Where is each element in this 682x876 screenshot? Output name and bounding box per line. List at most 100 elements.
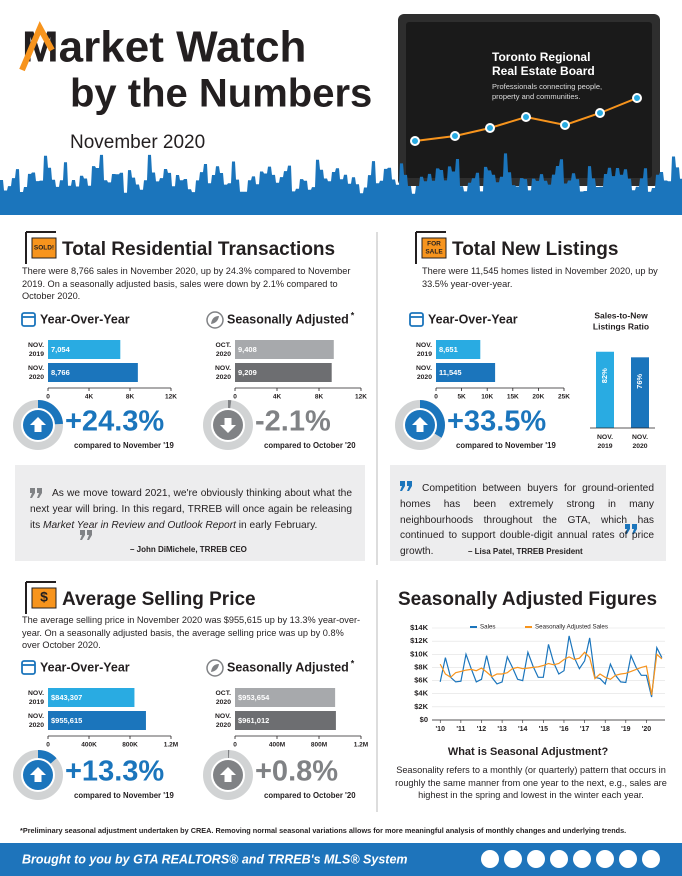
logo-tagline: property and communities. — [492, 92, 580, 101]
y-tick-label: $6K — [414, 676, 428, 685]
x-tick-label: '14 — [518, 726, 528, 733]
tick-label: 0 — [233, 742, 237, 749]
legend-label: Seasonally Adjusted Sales — [535, 624, 608, 631]
category-label: 2020 — [417, 374, 432, 381]
tick-label: 0 — [233, 394, 237, 401]
title-mark: * — [351, 310, 355, 320]
social-icon[interactable] — [481, 850, 499, 868]
arrow — [220, 767, 236, 782]
chart-title: Seasonally Adjusted — [227, 660, 349, 674]
tick-label: 5K — [457, 394, 466, 401]
paragraph: Seasonality refers to a monthly (or quar… — [395, 765, 667, 801]
quote-mark — [632, 524, 637, 534]
value-label: 11,545 — [439, 368, 462, 377]
change-caption: compared to November '19 — [74, 791, 174, 800]
line — [439, 635, 663, 698]
bar — [235, 688, 336, 707]
x-tick-label: '13 — [497, 726, 507, 733]
tick-label: 20K — [532, 394, 544, 401]
paragraph: The average selling price in November 20… — [22, 615, 361, 651]
arrow — [220, 418, 236, 433]
chart-title: Sales-to-New — [594, 310, 648, 320]
category-label: NOV. — [28, 690, 44, 697]
skyline — [0, 153, 682, 215]
leaf-icon — [206, 659, 224, 677]
social-icon[interactable] — [573, 850, 591, 868]
logo-screen — [406, 22, 652, 178]
category-label: 2020 — [29, 722, 44, 729]
sign-board — [31, 587, 57, 609]
tick-label: 25K — [558, 394, 570, 401]
footnote: *Preliminary seasonal adjustment underta… — [20, 826, 626, 835]
quote-box — [15, 465, 365, 561]
calendar-icon — [409, 312, 424, 327]
section-title: Total New Listings — [452, 239, 618, 260]
sign-text: SOLD! — [34, 245, 54, 252]
tick-label: 4K — [85, 394, 94, 401]
value-label: $955,615 — [51, 716, 82, 725]
paragraph: There were 8,766 sales in November 2020,… — [22, 266, 351, 302]
category-label: NOV. — [28, 713, 44, 720]
quote-mark — [407, 481, 412, 491]
social-icon[interactable] — [642, 850, 660, 868]
calendar-icon — [21, 660, 36, 675]
section-title: Total Residential Transactions — [62, 239, 335, 260]
leaf-icon — [211, 664, 219, 672]
value-label: 7,054 — [51, 345, 71, 354]
category-label: 2019 — [29, 699, 44, 706]
bar — [235, 340, 334, 359]
category-label: NOV. — [215, 365, 231, 372]
category-label: NOV. — [28, 365, 44, 372]
category-label: 2020 — [216, 351, 231, 358]
category-label: 2020 — [29, 374, 44, 381]
value-label: 9,408 — [238, 345, 257, 354]
donut-arc — [37, 400, 63, 425]
line — [439, 651, 663, 696]
quote-author: – Lisa Patel, TRREB President — [468, 547, 583, 556]
chart-title: Year-Over-Year — [40, 312, 130, 326]
quote: As we move toward 2021, we're obviously … — [30, 486, 352, 533]
tick-label: 1.2M — [164, 742, 178, 749]
quote-mark — [37, 488, 42, 498]
sub-title: What is Seasonal Adjustment? — [448, 746, 609, 758]
y-tick-label: $2K — [414, 702, 428, 711]
social-icon[interactable] — [619, 850, 637, 868]
social-icon[interactable] — [504, 850, 522, 868]
quote-mark — [625, 524, 630, 534]
social-icon[interactable] — [527, 850, 545, 868]
tick-label: 4K — [273, 394, 282, 401]
sign-text: FOR — [427, 241, 441, 248]
category-label: NOV. — [632, 434, 648, 441]
footer-bar — [0, 843, 682, 876]
y-tick-label: $14K — [410, 623, 429, 632]
x-tick-label: '15 — [539, 726, 549, 733]
x-tick-label: '16 — [559, 726, 569, 733]
tick-label: 400M — [269, 742, 285, 749]
section-title: Average Selling Price — [62, 589, 256, 610]
sign-board — [421, 237, 447, 259]
value-label: $843,307 — [51, 693, 82, 702]
tick-label: 15K — [507, 394, 519, 401]
sign-text: SALE — [425, 249, 443, 256]
bar — [48, 711, 146, 730]
bar — [436, 363, 496, 382]
change-label: +0.8% — [255, 756, 338, 788]
bar — [48, 340, 121, 359]
sign-text: $ — [40, 589, 48, 605]
category-label: 2019 — [417, 351, 432, 358]
chart-title: Seasonally Adjusted — [227, 312, 349, 326]
change-caption: compared to November '19 — [74, 441, 174, 450]
value-label: 8,766 — [51, 368, 70, 377]
x-tick-label: '18 — [600, 726, 610, 733]
value-label: $961,012 — [238, 716, 269, 725]
tick-label: 0 — [46, 742, 50, 749]
tick-label: 800K — [122, 742, 138, 749]
x-tick-label: '17 — [580, 726, 590, 733]
x-tick-label: '20 — [642, 726, 652, 733]
social-icon[interactable] — [550, 850, 568, 868]
leaf-icon — [206, 311, 224, 329]
social-icon[interactable] — [596, 850, 614, 868]
quote-author: – John DiMichele, TRREB CEO — [130, 545, 247, 554]
category-label: NOV. — [597, 434, 613, 441]
logo-dots — [410, 93, 642, 146]
